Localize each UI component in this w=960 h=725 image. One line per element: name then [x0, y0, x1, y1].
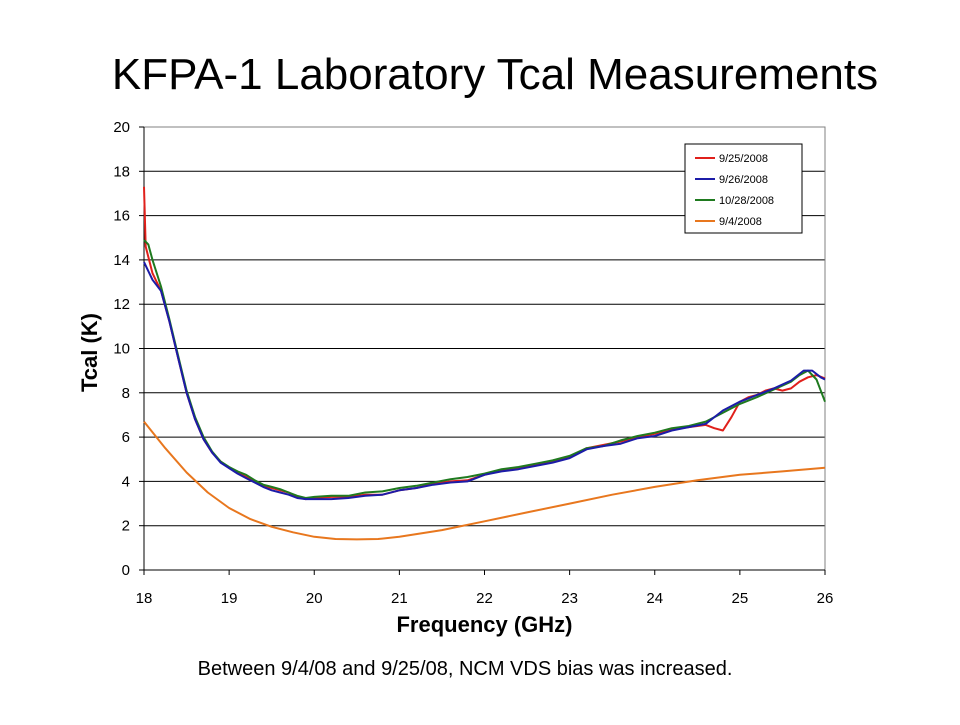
y-axis-title: Tcal (K) [77, 313, 102, 392]
y-tick-label: 18 [113, 163, 130, 180]
x-tick-label: 22 [476, 590, 493, 607]
y-tick-label: 8 [122, 385, 130, 402]
series-line-1 [143, 186, 826, 501]
y-tick-label: 16 [113, 208, 130, 225]
slide-caption: Between 9/4/08 and 9/25/08, NCM VDS bias… [197, 658, 733, 680]
y-tick-label: 20 [113, 119, 130, 136]
slide-title: KFPA-1 Laboratory Tcal Measurements [111, 50, 879, 99]
series-line-2 [143, 261, 826, 501]
x-tick-label: 26 [817, 590, 834, 607]
y-tick-label: 0 [122, 562, 130, 579]
x-tick-label: 20 [306, 590, 323, 607]
series-layer [143, 186, 826, 541]
legend-label: 10/28/2008 [719, 195, 774, 207]
series-line-3 [143, 239, 826, 499]
y-tick-label: 10 [113, 341, 130, 358]
gridlines [144, 170, 825, 527]
y-tick-label: 12 [113, 296, 130, 313]
y-tick-label: 6 [122, 429, 130, 446]
x-tick-label: 24 [646, 590, 663, 607]
series-line-4 [143, 420, 826, 541]
legend: 9/25/2008 9/26/2008 10/28/2008 9/4/2008 [684, 143, 803, 234]
x-tick-label: 19 [221, 590, 238, 607]
legend-label: 9/25/2008 [719, 153, 768, 165]
y-tick-label: 14 [113, 252, 130, 269]
x-axis-title: Frequency (GHz) [396, 612, 572, 637]
legend-label: 9/26/2008 [719, 174, 768, 186]
x-tick-label: 23 [561, 590, 578, 607]
y-tick-label: 2 [122, 518, 130, 535]
x-tick-label: 21 [391, 590, 408, 607]
legend-label: 9/4/2008 [719, 216, 762, 228]
y-tick-label: 4 [122, 473, 130, 490]
x-tick-label: 18 [136, 590, 153, 607]
x-tick-label: 25 [732, 590, 749, 607]
